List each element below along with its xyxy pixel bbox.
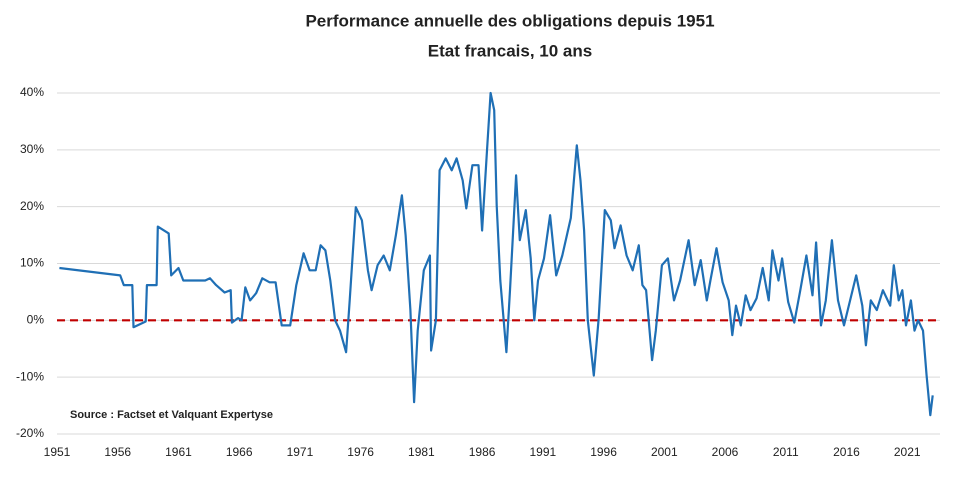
x-tick-label: 2016: [833, 445, 860, 459]
x-tick-label: 2006: [712, 445, 739, 459]
source-note: Source : Factset et Valquant Expertyse: [70, 409, 273, 421]
y-tick-label: 10%: [20, 256, 44, 270]
x-tick-label: 2011: [773, 445, 799, 459]
y-tick-label: 0%: [27, 313, 45, 327]
y-tick-label: -20%: [16, 426, 44, 440]
x-tick-label: 1996: [590, 445, 617, 459]
x-tick-label: 1986: [469, 445, 496, 459]
x-tick-label: 1991: [529, 445, 556, 459]
y-tick-label: 20%: [20, 199, 44, 213]
chart-title: Performance annuelle des obligations dep…: [305, 11, 714, 30]
y-tick-label: 40%: [20, 85, 44, 99]
y-tick-label: -10%: [16, 369, 44, 383]
chart-subtitle: Etat francais, 10 ans: [428, 41, 592, 60]
x-tick-label: 2001: [651, 445, 678, 459]
x-tick-label: 2021: [894, 445, 921, 459]
x-tick-label: 1961: [165, 445, 192, 459]
x-tick-label: 1966: [226, 445, 253, 459]
x-tick-label: 1971: [287, 445, 314, 459]
y-tick-label: 30%: [20, 142, 44, 156]
x-tick-label: 1976: [347, 445, 374, 459]
data-line: [59, 91, 934, 417]
x-tick-label: 1951: [44, 445, 71, 459]
x-tick-label: 1956: [104, 445, 131, 459]
x-tick-label: 1981: [408, 445, 435, 459]
